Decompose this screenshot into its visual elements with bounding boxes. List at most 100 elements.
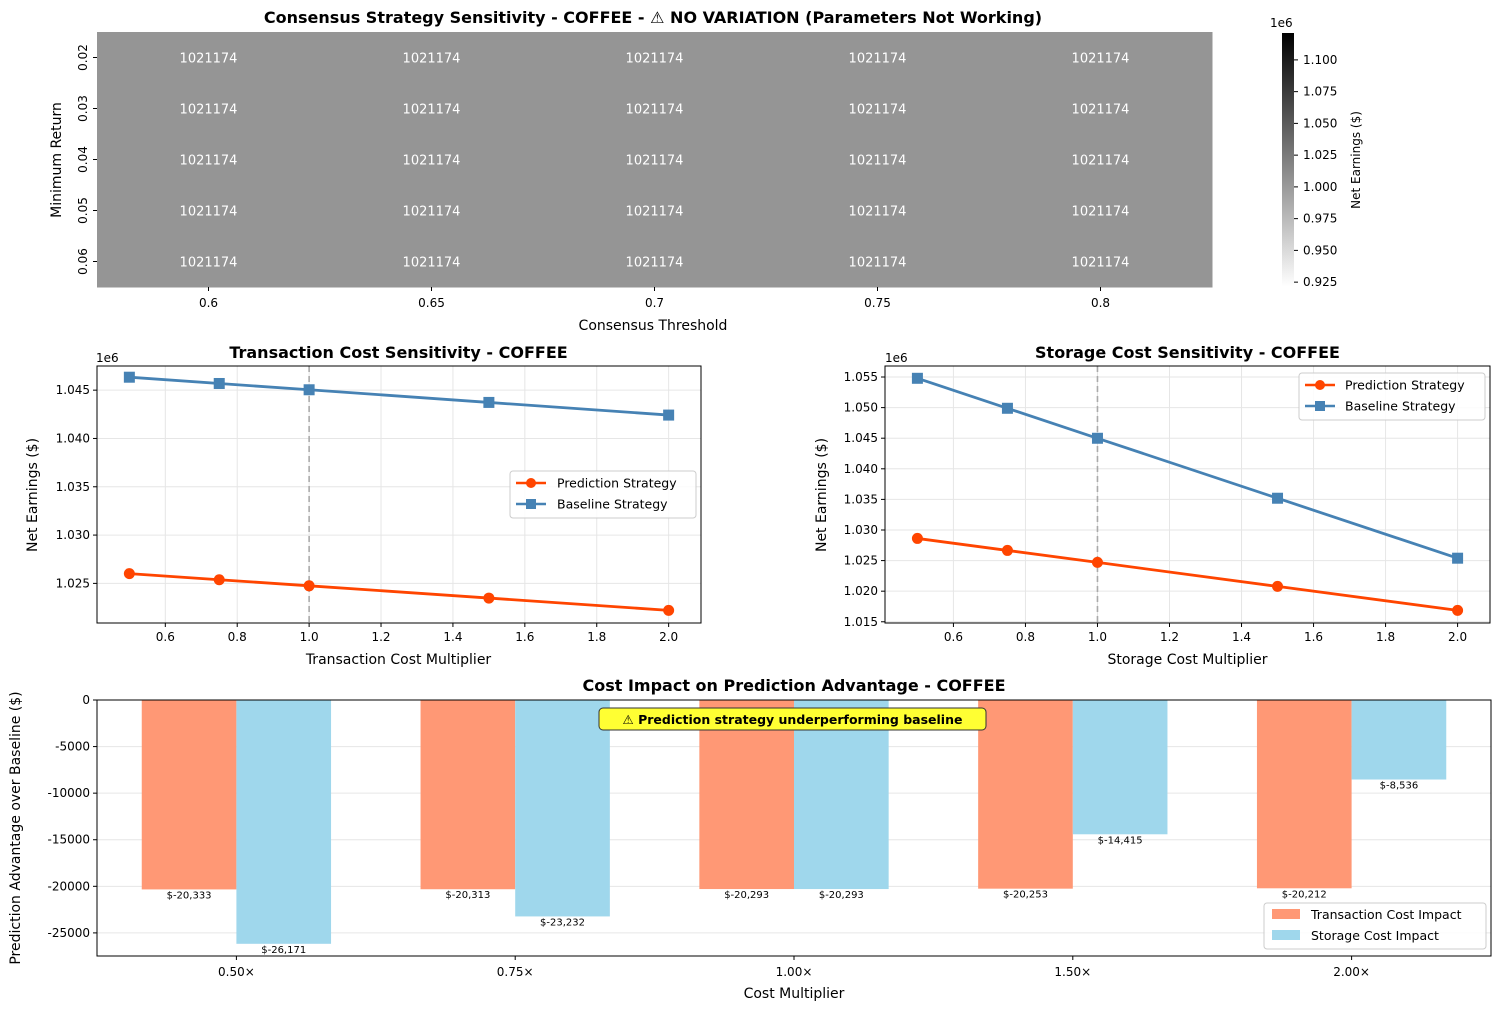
y-tick-label: 1.030 (844, 523, 878, 537)
bar-value-label: $-20,253 (1003, 890, 1048, 901)
transaction-chart-legend: Prediction Strategy Baseline Strategy (509, 470, 697, 519)
y-tick-label: 1.035 (56, 480, 90, 494)
bar-chart-xlabel: Cost Multiplier (744, 986, 845, 1002)
y-tick-label: 1.040 (56, 431, 90, 445)
data-point (303, 384, 315, 396)
x-tick-label: 1.4 (443, 630, 462, 644)
heatmap-cell-value: 1021174 (403, 154, 461, 169)
heatmap-cell (766, 32, 990, 84)
data-point (663, 409, 675, 421)
bar-chart-legend: Transaction Cost Impact Storage Cost Imp… (1263, 902, 1487, 950)
data-point (1452, 552, 1464, 564)
heatmap-cell (97, 83, 321, 135)
y-tick-label: 0.03 (76, 95, 90, 122)
storage-chart-exponent: 1e6 (885, 351, 908, 365)
legend-storage-impact: Storage Cost Impact (1311, 928, 1439, 943)
data-point (663, 604, 675, 616)
heatmap-cell-value: 1021174 (626, 256, 684, 271)
x-tick-label: 1.8 (587, 630, 606, 644)
y-tick-label: -10000 (47, 786, 90, 800)
heatmap-cell-value: 1021174 (1072, 103, 1130, 118)
colorbar-tick-label: 1.075 (1303, 85, 1337, 99)
bar-value-label: $-14,415 (1098, 835, 1143, 846)
heatmap-cell (320, 83, 544, 135)
data-point (911, 532, 923, 544)
bar-chart-ylabel: Prediction Advantage over Baseline ($) (8, 691, 24, 964)
y-tick-label: 1.045 (56, 383, 90, 397)
colorbar-tick-label: 1.025 (1303, 148, 1337, 162)
bar (978, 700, 1073, 889)
heatmap-cell (97, 236, 321, 288)
heatmap-cell (989, 236, 1213, 288)
heatmap-cell-value: 1021174 (180, 103, 238, 118)
x-tick-label: 1.2 (371, 630, 390, 644)
bar (141, 700, 237, 890)
colorbar-tick-label: 1.000 (1303, 180, 1337, 194)
colorbar-exponent: 1e6 (1270, 16, 1293, 30)
colorbar-tick-label: 0.925 (1303, 275, 1337, 289)
heatmap-cell-value: 1021174 (403, 205, 461, 220)
heatmap-cell-value: 1021174 (849, 256, 907, 271)
data-point (1091, 432, 1103, 444)
heatmap-cell-value: 1021174 (626, 154, 684, 169)
y-tick-label: 0 (82, 693, 90, 707)
bar (1072, 700, 1168, 835)
heatmap-cell (989, 134, 1213, 186)
data-point (1001, 544, 1013, 556)
heatmap-cell (320, 32, 544, 84)
heatmap-title: Consensus Strategy Sensitivity - COFFEE … (264, 8, 1042, 27)
heatmap-cell-value: 1021174 (849, 154, 907, 169)
data-point (1452, 604, 1464, 616)
y-tick-label: 1.045 (844, 431, 878, 445)
heatmap-cell (543, 134, 767, 186)
bar (1351, 700, 1447, 780)
heatmap-cell-value: 1021174 (849, 103, 907, 118)
x-tick-label: 0.8 (1016, 630, 1035, 644)
heatmap-ylabel: Minimum Return (49, 102, 65, 218)
x-tick-label: 1.6 (1304, 630, 1323, 644)
data-point (1272, 492, 1284, 504)
data-point (1091, 556, 1103, 568)
y-tick-label: -5000 (55, 740, 90, 754)
heatmap-cell (766, 185, 990, 237)
heatmap-panel: Consensus Strategy Sensitivity - COFFEE … (49, 8, 1363, 334)
heatmap-cell-value: 1021174 (180, 256, 238, 271)
x-tick-label: 1.8 (1376, 630, 1395, 644)
y-tick-label: 0.02 (76, 44, 90, 71)
bar-value-label: $-23,232 (540, 917, 585, 928)
heatmap-cell-value: 1021174 (626, 205, 684, 220)
plot-frame (96, 699, 1492, 957)
heatmap-cell (320, 236, 544, 288)
colorbar-label: Net Earnings ($) (1349, 111, 1363, 209)
transaction-chart-ylabel: Net Earnings ($) (25, 438, 41, 552)
heatmap-cell-value: 1021174 (1072, 256, 1130, 271)
heatmap-cell (320, 134, 544, 186)
storage-chart-title: Storage Cost Sensitivity - COFFEE (1035, 343, 1340, 362)
x-tick-label: 1.00× (776, 965, 813, 979)
bar-value-label: $-20,293 (724, 890, 769, 901)
bar-value-label: $-20,333 (167, 890, 212, 901)
storage-chart-xlabel: Storage Cost Multiplier (1107, 652, 1267, 668)
y-tick-label: 1.050 (844, 401, 878, 415)
heatmap-cell-value: 1021174 (1072, 52, 1130, 67)
y-tick-label: 1.035 (844, 492, 878, 506)
heatmap-cell-value: 1021174 (403, 103, 461, 118)
bar (236, 700, 332, 944)
y-tick-label: 1.025 (56, 576, 90, 590)
transaction-legend-prediction: Prediction Strategy (557, 476, 677, 491)
heatmap-cell (543, 83, 767, 135)
data-point (123, 568, 135, 580)
storage-legend-baseline: Baseline Strategy (1345, 399, 1456, 414)
bar (1256, 700, 1352, 889)
colorbar (1282, 33, 1294, 287)
data-point (483, 592, 495, 604)
x-tick-label: 0.6 (156, 630, 175, 644)
y-tick-label: -20000 (47, 879, 90, 893)
heatmap-cell-value: 1021174 (180, 154, 238, 169)
data-point (1272, 580, 1284, 592)
transaction-cost-chart: Transaction Cost Sensitivity - COFFEE 1e… (25, 343, 702, 668)
y-tick-label: 1.020 (844, 584, 878, 598)
x-tick-label: 2.0 (1448, 630, 1467, 644)
heatmap-cell (320, 185, 544, 237)
